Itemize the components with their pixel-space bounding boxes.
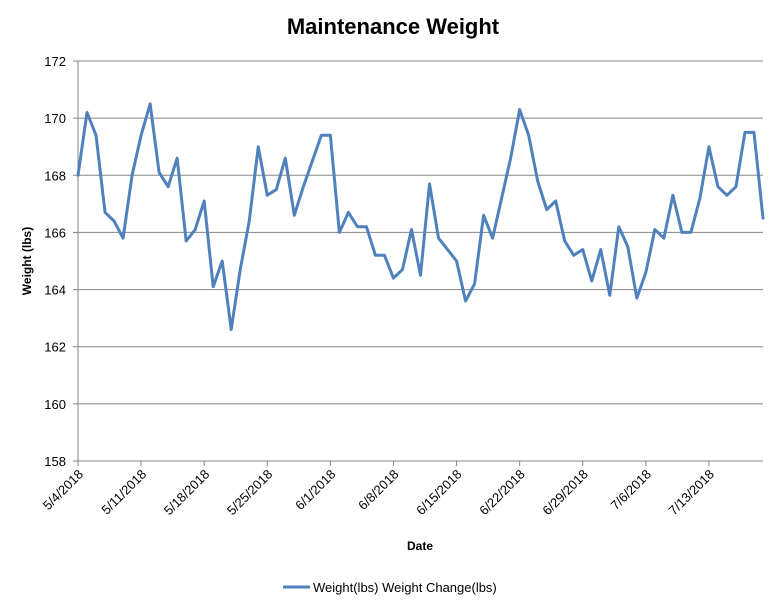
x-tick-label: 6/8/2018 <box>355 467 401 513</box>
series-line-weight <box>76 102 765 332</box>
x-tick-label: 5/11/2018 <box>98 467 149 518</box>
x-tick-label: 7/13/2018 <box>666 467 718 519</box>
x-tick-label: 6/29/2018 <box>539 467 591 519</box>
x-tick-label: 5/18/2018 <box>161 467 213 519</box>
x-tick-label: 6/15/2018 <box>413 467 465 519</box>
y-tick-label: 162 <box>44 340 66 355</box>
y-axis-ticks: 158 160 162 164 166 168 170 172 <box>44 54 78 469</box>
legend: Weight(lbs) Weight Change(lbs) <box>283 580 497 595</box>
y-tick-label: 172 <box>44 54 66 69</box>
y-tick-label: 164 <box>44 283 66 298</box>
x-tick-label: 5/4/2018 <box>40 467 86 513</box>
y-tick-label: 160 <box>44 397 66 412</box>
x-tick-label: 6/1/2018 <box>292 467 338 513</box>
gridlines <box>78 60 763 405</box>
y-tick-label: 166 <box>44 225 66 240</box>
y-axis-title: Weight (lbs) <box>20 227 34 295</box>
x-tick-label: 7/6/2018 <box>608 467 654 513</box>
y-tick-label: 158 <box>44 454 66 469</box>
x-tick-label: 6/22/2018 <box>476 467 528 519</box>
x-axis-ticks: 5/4/2018 5/11/2018 5/18/2018 5/25/2018 6/1/2… <box>40 461 717 518</box>
y-tick-label: 168 <box>44 168 66 183</box>
x-tick-label: 5/25/2018 <box>224 467 276 519</box>
series-layer <box>76 102 765 332</box>
axes <box>77 61 763 462</box>
x-axis-title: Date <box>407 539 433 553</box>
y-tick-label: 170 <box>44 111 66 126</box>
legend-label: Weight(lbs) Weight Change(lbs) <box>313 580 497 595</box>
chart-title: Maintenance Weight <box>287 14 500 39</box>
